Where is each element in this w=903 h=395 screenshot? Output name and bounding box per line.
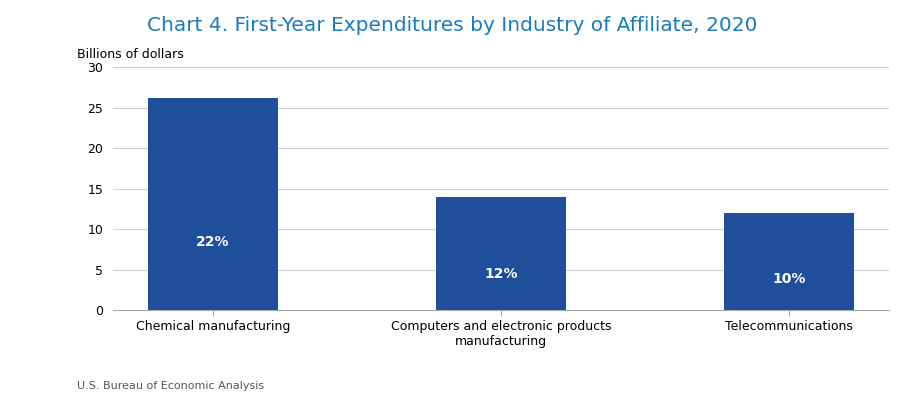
Text: Billions of dollars: Billions of dollars <box>77 48 183 61</box>
Bar <box>435 197 565 310</box>
Text: 12%: 12% <box>484 267 517 281</box>
Text: 22%: 22% <box>196 235 229 249</box>
Text: 10%: 10% <box>771 272 805 286</box>
Text: U.S. Bureau of Economic Analysis: U.S. Bureau of Economic Analysis <box>77 381 264 391</box>
Text: Chart 4. First-Year Expenditures by Industry of Affiliate, 2020: Chart 4. First-Year Expenditures by Indu… <box>146 16 757 35</box>
Bar <box>723 213 852 310</box>
Bar <box>148 98 277 310</box>
